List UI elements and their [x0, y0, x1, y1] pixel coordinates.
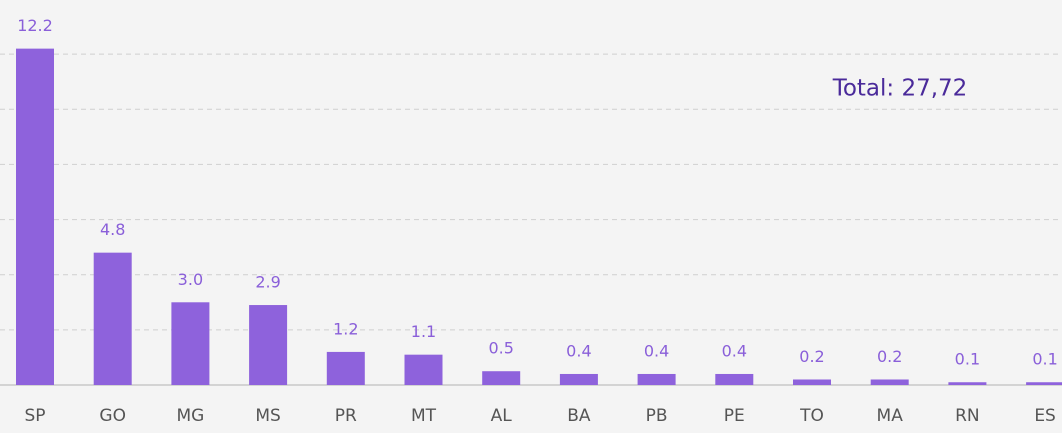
x-tick-label: TO [799, 406, 824, 426]
value-label: 2.9 [255, 273, 280, 292]
value-label: 1.2 [333, 319, 358, 338]
x-tick-label: MS [255, 406, 280, 426]
bar [16, 48, 54, 385]
value-label: 12.2 [17, 16, 53, 35]
x-tick-label: AL [491, 406, 513, 426]
value-label: 0.5 [488, 339, 513, 358]
value-label: 0.4 [722, 341, 747, 360]
bar [559, 373, 598, 385]
bar [404, 354, 443, 385]
bar [171, 302, 210, 385]
bar [948, 382, 987, 385]
x-tick-label: PE [724, 406, 745, 426]
value-label: 1.1 [411, 322, 436, 341]
value-label: 0.2 [877, 347, 902, 366]
x-tick-label: MT [411, 406, 437, 426]
x-tick-label: BA [567, 406, 591, 426]
x-tick-label: MA [877, 406, 904, 426]
bar [326, 351, 365, 385]
x-tick-label: PR [335, 406, 357, 426]
x-tick-label: MG [176, 406, 204, 426]
x-tick-label: ES [1034, 406, 1056, 426]
value-label: 0.2 [799, 347, 824, 366]
x-tick-label: GO [99, 406, 126, 426]
value-label: 3.0 [178, 270, 203, 289]
bar [1026, 382, 1062, 385]
total-annotation: Total: 27,72 [832, 76, 968, 102]
value-label: 0.1 [1032, 350, 1057, 369]
bar [870, 379, 909, 385]
value-label: 0.4 [644, 341, 669, 360]
value-label: 4.8 [100, 220, 125, 239]
bar [482, 371, 521, 385]
bar [249, 305, 288, 385]
bar [793, 379, 831, 385]
bar [93, 252, 132, 385]
value-label: 0.1 [955, 350, 980, 369]
x-tick-label: SP [24, 406, 45, 426]
bar [637, 373, 676, 385]
value-label: 0.4 [566, 341, 591, 360]
x-tick-label: PB [646, 406, 668, 426]
bar [715, 373, 754, 385]
x-tick-label: RN [955, 406, 980, 426]
